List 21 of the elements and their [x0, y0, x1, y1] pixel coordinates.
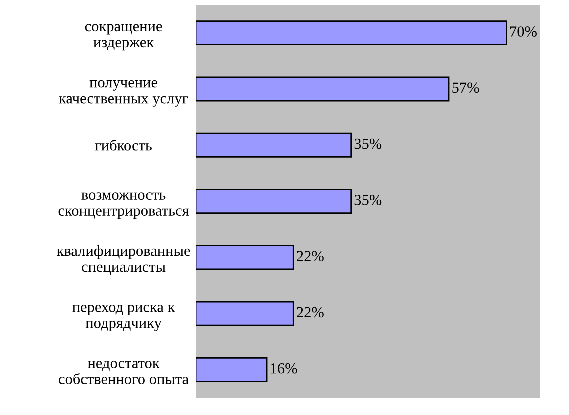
bar [196, 357, 268, 382]
y-tick-label: получение качественных услуг [59, 80, 188, 107]
data-label: 22% [297, 307, 324, 318]
data-label: 22% [297, 251, 324, 262]
y-tick-label: квалифицированные специалисты [57, 245, 190, 275]
data-label: 70% [510, 26, 537, 37]
data-label: 35% [354, 138, 382, 150]
y-tick-label: недостаток собственного опыта [59, 361, 189, 384]
bar [196, 301, 294, 326]
data-label: 16% [271, 363, 298, 374]
y-tick-label: переход риска к подрядчику [72, 304, 176, 332]
y-tick-label: гибкость [95, 140, 152, 151]
bar [196, 132, 352, 158]
data-label: 35% [354, 195, 382, 206]
bar [196, 76, 450, 102]
bar [196, 189, 352, 214]
y-tick-label: возможность сконцентрироваться [58, 192, 190, 220]
data-label: 57% [452, 82, 480, 94]
bar [196, 245, 294, 270]
y-tick-label: сокращение издержек [85, 24, 162, 51]
bar [196, 20, 508, 46]
